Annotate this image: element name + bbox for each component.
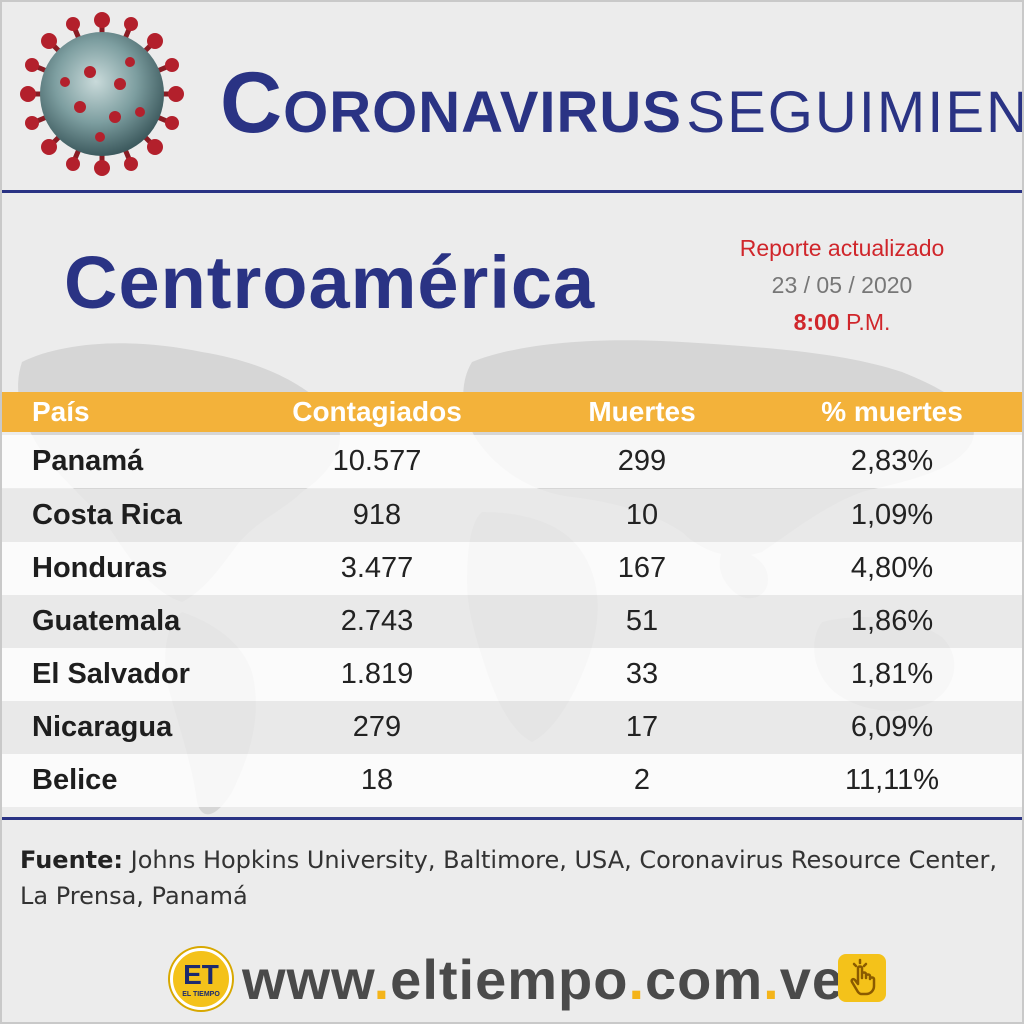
cell-pct: 4,80% [850, 552, 934, 584]
url-part: ve [779, 948, 845, 1011]
url-part: www [242, 948, 374, 1011]
title-rest: ORONAVIRUS [283, 80, 682, 145]
report-label: Reporte actualizado [739, 235, 945, 261]
cell-pct: 6,09% [850, 711, 934, 743]
cell-muertes: 33 [625, 658, 659, 690]
cell-country: El Salvador [32, 658, 190, 690]
table-row: Costa Rica 918 10 1,09% [2, 489, 1022, 542]
cell-muertes: 2 [633, 764, 651, 796]
title-initial: C [220, 55, 284, 151]
cell-contagiados: 918 [352, 499, 402, 531]
cell-contagiados: 18 [360, 764, 394, 796]
cell-contagiados: 10.577 [332, 445, 422, 477]
url-part: eltiempo [390, 948, 629, 1011]
website-link[interactable]: www.eltiempo.com.ve [242, 948, 844, 1012]
el-tiempo-logo[interactable]: ET EL TIEMPO [170, 948, 232, 1010]
cell-country: Guatemala [32, 605, 181, 637]
cell-muertes: 17 [625, 711, 659, 743]
table-row: Belice 18 2 11,11% [2, 754, 1022, 807]
header: CORONAVIRUS SEGUIMIENTO [2, 2, 1022, 192]
cell-country: Costa Rica [32, 499, 182, 531]
hand-click-icon[interactable] [838, 954, 886, 1002]
table-row: Honduras 3.477 167 4,80% [2, 542, 1022, 595]
cell-pct: 1,81% [850, 658, 934, 690]
cell-contagiados: 2.743 [340, 605, 414, 637]
logo-text: ET [183, 959, 219, 990]
cell-country: Panamá [32, 445, 144, 477]
table-header: País Contagiados Muertes % muertes [2, 392, 1022, 432]
cell-pct: 1,86% [850, 605, 934, 637]
cell-muertes: 51 [625, 605, 659, 637]
cell-contagiados: 3.477 [340, 552, 414, 584]
title-second: SEGUIMIENTO [686, 80, 1022, 145]
region-title: Centroamérica [64, 241, 596, 324]
cell-contagiados: 279 [352, 711, 402, 743]
table-row: Nicaragua 279 17 6,09% [2, 701, 1022, 754]
logo-small-text: EL TIEMPO [182, 991, 220, 998]
report-meridiem: P.M. [846, 309, 891, 335]
coronavirus-illustration [20, 12, 184, 176]
source-note: Fuente: Johns Hopkins University, Baltim… [20, 842, 1010, 914]
cell-contagiados: 1.819 [340, 658, 414, 690]
cell-country: Honduras [32, 552, 168, 584]
cell-muertes: 299 [617, 445, 667, 477]
table-row: Panamá 10.577 299 2,83% [2, 435, 1022, 488]
header-contagiados: Contagiados [292, 396, 462, 427]
table-row: El Salvador 1.819 33 1,81% [2, 648, 1022, 701]
header-divider [2, 190, 1022, 193]
url-dot: . [628, 948, 645, 1011]
report-info: Reporte actualizado 23 / 05 / 2020 8:00 … [702, 230, 982, 341]
hand-pointer-icon [850, 958, 876, 996]
cell-pct: 1,09% [850, 499, 934, 531]
report-date: 23 / 05 / 2020 [771, 272, 913, 298]
report-time-value: 8:00 [793, 309, 840, 335]
report-time: 8:00 P.M. [702, 304, 982, 341]
url-part: com [645, 948, 764, 1011]
source-text: Johns Hopkins University, Baltimore, USA… [20, 846, 997, 910]
footer-divider [2, 817, 1022, 820]
table-row: Guatemala 2.743 51 1,86% [2, 595, 1022, 648]
cell-pct: 11,11% [844, 764, 940, 796]
page-title: CORONAVIRUS SEGUIMIENTO [220, 54, 1022, 151]
url-dot: . [763, 948, 780, 1011]
source-label: Fuente: [20, 846, 123, 874]
cell-muertes: 10 [625, 499, 659, 531]
cell-country: Belice [32, 764, 118, 796]
cell-pct: 2,83% [850, 445, 934, 477]
url-dot: . [373, 948, 391, 1011]
cell-country: Nicaragua [32, 711, 173, 743]
header-muertes: Muertes [588, 396, 696, 427]
header-pct-muertes: % muertes [821, 396, 963, 427]
header-country: País [32, 396, 90, 427]
cell-muertes: 167 [617, 552, 667, 584]
